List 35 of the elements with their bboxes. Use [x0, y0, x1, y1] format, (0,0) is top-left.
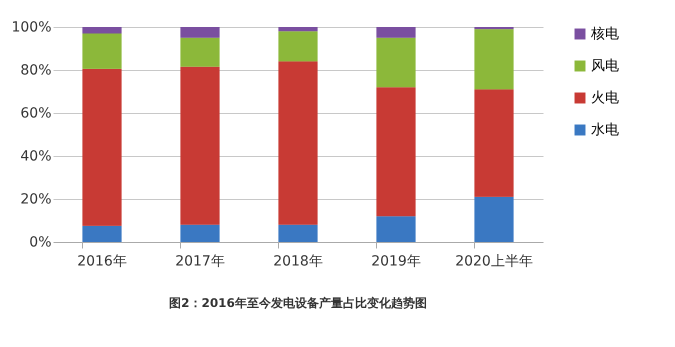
- bar: [82, 68, 122, 226]
- x-tick-label: 2018年: [273, 254, 323, 270]
- y-tick-label: 20%: [20, 192, 52, 208]
- bar: [376, 27, 416, 38]
- bar: [474, 196, 514, 242]
- bar: [82, 33, 122, 69]
- bar: [82, 226, 122, 242]
- x-tick-label: 2019年: [371, 254, 421, 270]
- legend-label: 火电: [591, 90, 619, 106]
- x-tick-label: 2020上半年: [455, 254, 533, 270]
- x-tick-label: 2017年: [175, 254, 225, 270]
- bar: [180, 38, 220, 67]
- bar: [474, 89, 514, 197]
- y-tick-label: 0%: [29, 234, 52, 250]
- text: 图2：2016年至今发电设备产量占比变化趋势图: [169, 296, 427, 310]
- y-tick-label: 80%: [20, 62, 52, 78]
- bar: [474, 29, 514, 90]
- legend-label: 水电: [591, 122, 619, 138]
- y-tick-label: 60%: [20, 106, 52, 122]
- bar: [180, 224, 220, 242]
- legend-label: 风电: [591, 58, 619, 74]
- bar: [278, 224, 318, 242]
- bar: [278, 61, 318, 225]
- bar: [376, 38, 416, 88]
- bar: [180, 66, 220, 225]
- bar: [376, 87, 416, 216]
- bar: [278, 27, 318, 32]
- legend-label: 核电: [590, 26, 619, 42]
- bar: [278, 31, 318, 62]
- y-tick-label: 40%: [20, 148, 52, 164]
- bar: [376, 216, 416, 242]
- x-tick-label: 2016年: [77, 254, 127, 270]
- y-tick-label: 100%: [11, 20, 52, 36]
- bar: [82, 27, 122, 34]
- bar: [180, 27, 220, 38]
